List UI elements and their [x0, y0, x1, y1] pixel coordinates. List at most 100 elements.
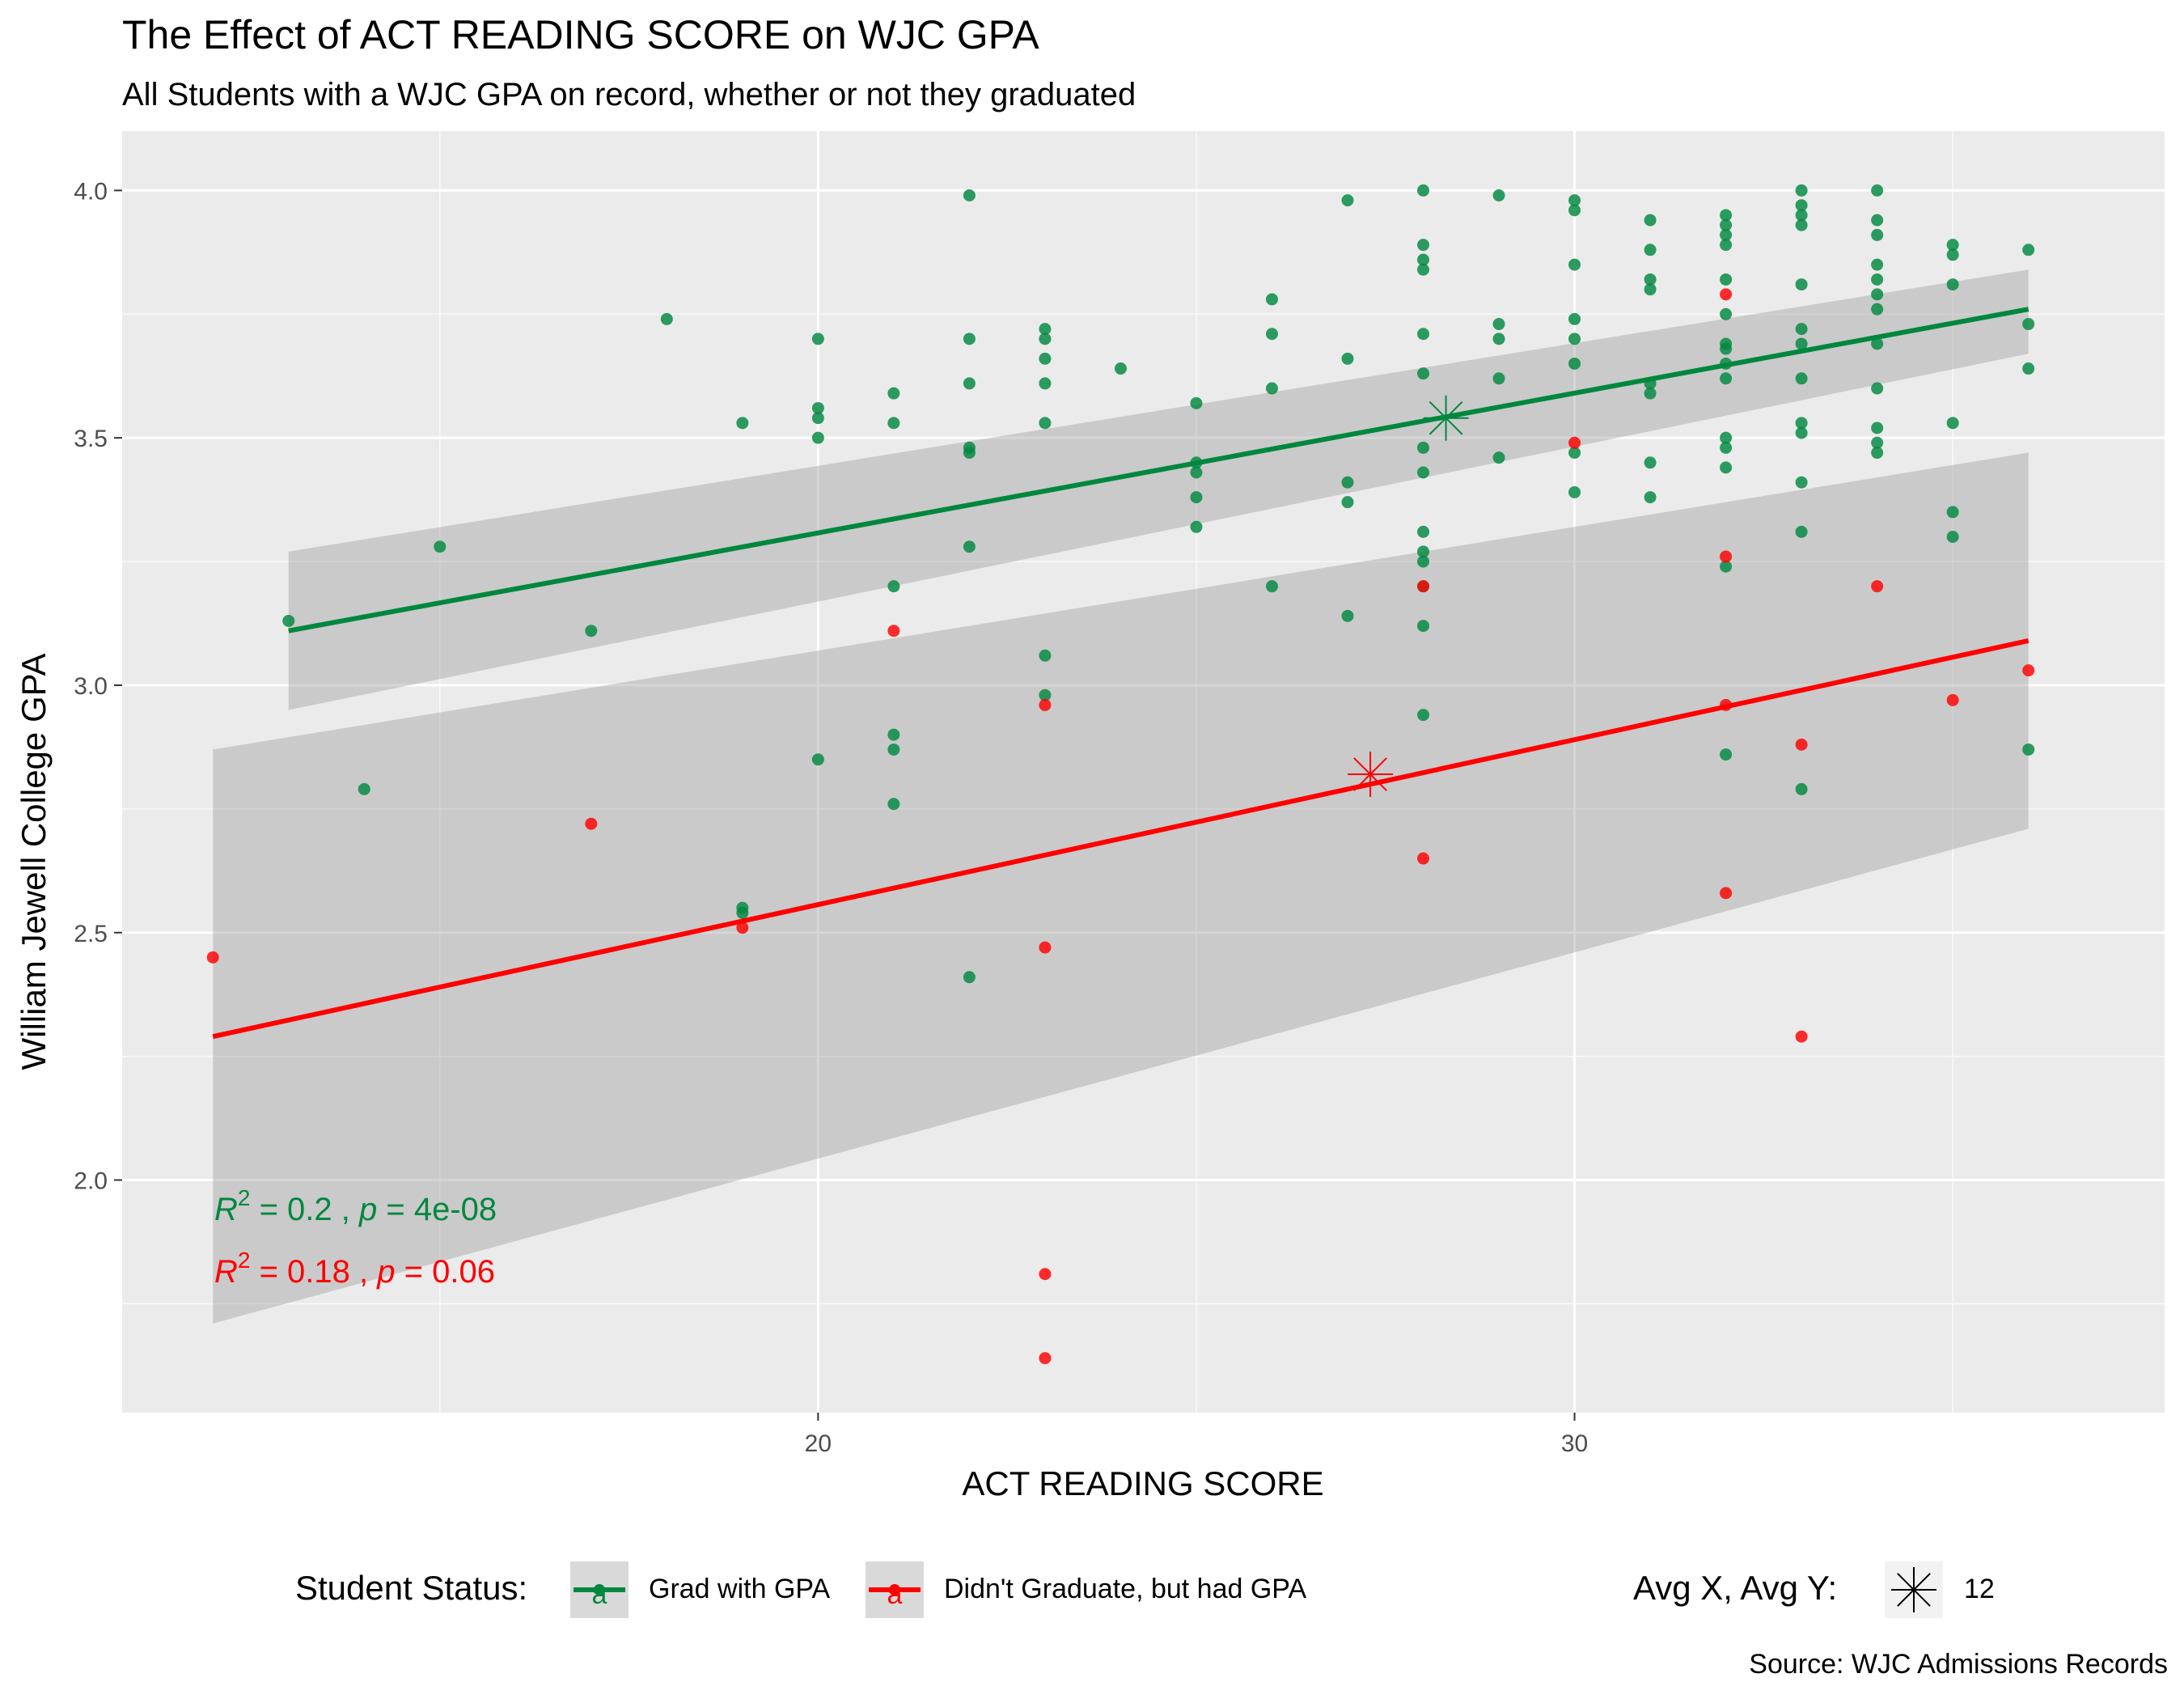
point-grad — [1568, 194, 1581, 207]
point-grad — [1568, 312, 1581, 325]
stat-label-part: = 0.18 , — [250, 1254, 377, 1290]
point-grad — [1720, 461, 1733, 474]
stat-label-part: 2 — [238, 1248, 251, 1273]
point-grad — [1341, 476, 1354, 489]
point-grad — [1871, 436, 1884, 449]
point-grad — [1871, 184, 1884, 197]
point-grad — [1492, 189, 1505, 202]
point-grad — [1417, 263, 1430, 276]
point-nongrad — [1795, 1030, 1808, 1043]
point-grad — [1039, 377, 1052, 390]
point-grad — [1644, 273, 1657, 286]
point-nongrad — [1039, 941, 1052, 954]
confidence-band-nongrad — [213, 452, 2029, 1324]
point-grad — [1871, 273, 1884, 286]
point-grad — [736, 417, 749, 430]
stat-label-part: 2 — [238, 1185, 251, 1210]
legend-label-avg: 12 — [1964, 1574, 1995, 1604]
x-axis-title: ACT READING SCORE — [962, 1464, 1323, 1502]
point-grad — [1871, 288, 1884, 301]
point-grad — [1568, 447, 1581, 460]
point-nongrad — [1871, 580, 1884, 593]
point-grad — [811, 431, 824, 444]
point-grad — [1946, 530, 1959, 543]
legend-key-point — [889, 1584, 900, 1595]
point-grad — [887, 728, 900, 741]
point-grad — [1644, 244, 1657, 256]
point-grad — [1795, 417, 1808, 430]
point-grad — [1417, 253, 1430, 266]
point-grad — [1871, 447, 1884, 460]
point-grad — [963, 447, 976, 460]
confidence-band-grad — [288, 269, 2029, 710]
point-nongrad — [206, 951, 219, 964]
point-grad — [1190, 396, 1203, 409]
point-grad — [1795, 278, 1808, 291]
point-grad — [1720, 372, 1733, 385]
axis-ticks: 20 30 2.0 2.5 3.0 3.5 4.0 — [74, 178, 1588, 1457]
point-grad — [1795, 323, 1808, 336]
point-grad — [1492, 318, 1505, 331]
legend-label-nongrad: Didn't Graduate, but had GPA — [944, 1574, 1306, 1604]
point-grad — [1720, 239, 1733, 252]
point-grad — [1341, 352, 1354, 365]
point-grad — [1946, 239, 1959, 252]
point-grad — [1871, 258, 1884, 271]
point-grad — [1417, 525, 1430, 538]
point-grad — [585, 625, 598, 638]
point-grad — [1190, 520, 1203, 533]
point-grad — [1492, 451, 1505, 464]
point-grad — [1417, 620, 1430, 633]
point-grad — [1039, 323, 1052, 336]
point-grad — [1946, 278, 1959, 291]
point-grad — [963, 333, 976, 345]
point-grad — [887, 798, 900, 811]
regression-lines — [212, 307, 2030, 1040]
legend-title-avg: Avg X, Avg Y: — [1633, 1569, 1837, 1607]
point-grad — [2022, 362, 2035, 375]
point-nongrad — [585, 817, 598, 830]
point-grad — [887, 743, 900, 756]
point-nongrad — [1568, 436, 1581, 449]
point-nongrad — [1039, 1268, 1052, 1281]
point-grad — [1265, 382, 1278, 395]
point-grad — [1795, 476, 1808, 489]
avg-marker-stroke — [1428, 400, 1463, 435]
point-nongrad — [1946, 693, 1959, 706]
point-grad — [1492, 372, 1505, 385]
point-grad — [1568, 333, 1581, 345]
point-grad — [1039, 333, 1052, 345]
point-nongrad — [2022, 664, 2035, 677]
stat-label-grad: R2 = 0.2 , p = 4e-08 — [214, 1185, 497, 1227]
avg-marker-grad — [1423, 395, 1469, 441]
stat-label-part: = 0.2 , — [250, 1192, 359, 1227]
point-grad — [1720, 218, 1733, 231]
point-grad — [1795, 218, 1808, 231]
point-grad — [1795, 184, 1808, 197]
point-grad — [963, 189, 976, 202]
chart-subtitle: All Students with a WJC GPA on record, w… — [122, 77, 1136, 112]
point-grad — [1341, 194, 1354, 207]
legend-label-grad: Grad with GPA — [649, 1574, 831, 1604]
stat-label-part: = 0.06 — [396, 1254, 495, 1290]
point-grad — [963, 377, 976, 390]
point-nongrad — [1039, 1352, 1052, 1365]
point-grad — [1568, 485, 1581, 498]
point-nongrad — [736, 922, 749, 934]
point-nongrad — [1720, 288, 1733, 301]
y-tick-label: 3.5 — [74, 426, 108, 452]
point-grad — [1417, 184, 1430, 197]
point-grad — [1644, 456, 1657, 469]
y-tick-label: 4.0 — [74, 178, 108, 205]
legend-title-status: Student Status: — [295, 1569, 527, 1607]
point-nongrad — [1720, 887, 1733, 900]
point-grad — [1720, 560, 1733, 573]
point-grad — [1720, 307, 1733, 320]
point-grad — [1795, 199, 1808, 212]
point-nongrad — [1795, 738, 1808, 751]
y-axis-title: William Jewell College GPA — [15, 653, 53, 1070]
stat-label-part: R — [214, 1192, 238, 1227]
point-grad — [1644, 491, 1657, 504]
